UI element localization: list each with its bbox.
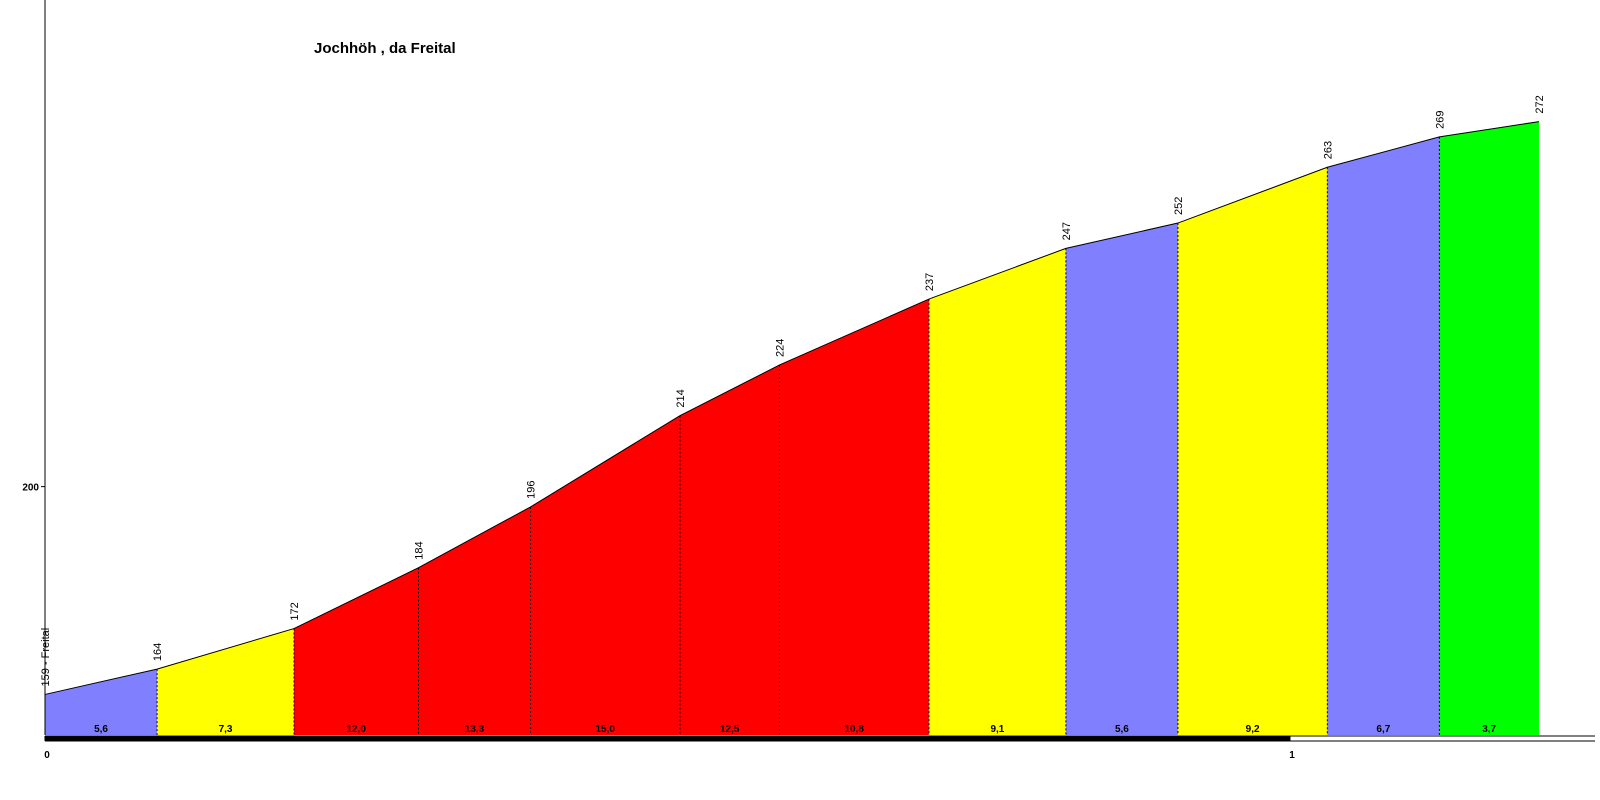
y-tick-label: 200 xyxy=(22,483,39,494)
gradient-label: 9,2 xyxy=(1246,724,1260,735)
gradient-segment xyxy=(928,248,1066,735)
gradient-segment xyxy=(530,415,680,735)
gradient-segment xyxy=(1177,167,1328,735)
gradient-segment xyxy=(679,364,780,735)
x-tick-label: 1 xyxy=(1289,750,1295,761)
elevation-label: 247 xyxy=(1061,222,1073,240)
gradient-label: 5,6 xyxy=(1115,724,1129,735)
x-tick-label: 0 xyxy=(44,750,50,761)
gradient-label: 7,3 xyxy=(219,724,233,735)
gradient-label: 13,3 xyxy=(465,724,485,735)
gradient-segment xyxy=(1327,136,1440,736)
km-bar xyxy=(45,736,1290,741)
gradient-segment xyxy=(1065,223,1178,735)
gradient-label: 5,6 xyxy=(94,724,108,735)
gradient-label: 12,0 xyxy=(347,724,367,735)
elevation-label: 272 xyxy=(1534,95,1546,113)
elevation-label: 159 - Freital xyxy=(40,628,52,687)
elevation-label: 269 xyxy=(1434,111,1446,129)
elevation-label: 252 xyxy=(1173,197,1185,215)
elevation-label: 164 xyxy=(152,643,164,661)
elevation-label: 224 xyxy=(775,339,787,357)
elevation-label: 184 xyxy=(413,541,425,559)
elevation-label: 172 xyxy=(289,602,301,620)
gradient-segment xyxy=(157,628,294,735)
gradient-label: 15,0 xyxy=(596,724,616,735)
gradient-label: 3,7 xyxy=(1482,724,1496,735)
elevation-label: 196 xyxy=(526,481,538,499)
elevation-label: 214 xyxy=(675,389,687,407)
elevation-label: 263 xyxy=(1322,141,1334,159)
gradient-label: 10,8 xyxy=(845,724,865,735)
gradient-segment xyxy=(1439,121,1539,736)
gradient-label: 12,5 xyxy=(720,724,740,735)
gradient-segment xyxy=(45,669,158,735)
gradient-label: 9,1 xyxy=(990,724,1004,735)
gradient-segment xyxy=(293,567,419,735)
profile-line xyxy=(44,121,1540,695)
chart-title: Jochhöh , da Freital xyxy=(314,40,456,57)
elevation-label: 237 xyxy=(924,273,936,291)
gradient-segment xyxy=(779,299,929,735)
gradient-label: 6,7 xyxy=(1376,724,1390,735)
gradient-segment xyxy=(418,506,531,735)
